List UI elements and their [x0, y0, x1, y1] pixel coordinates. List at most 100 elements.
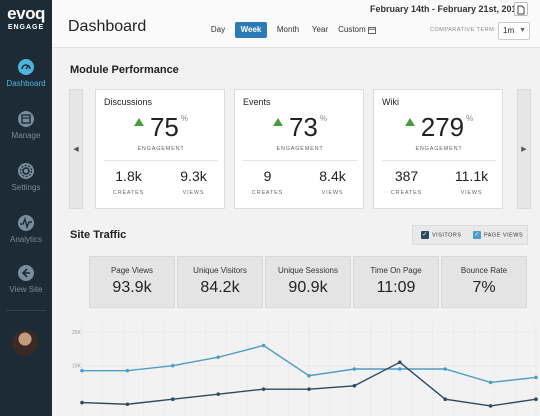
module-card-name: Wiki [382, 97, 399, 107]
creates-label: CREATES [112, 190, 145, 196]
sidebar-item-dashboard[interactable]: Dashboard [0, 58, 52, 108]
checkbox-checked-icon: ✓ [421, 231, 429, 239]
engagement-number: 279 [420, 112, 465, 142]
data-point[interactable] [80, 400, 84, 405]
data-point[interactable] [216, 392, 220, 396]
data-point[interactable] [307, 373, 311, 378]
stat-value: 84.2k [200, 279, 240, 296]
sidebar-item-label: Analytics [9, 235, 42, 244]
module-card-discussions[interactable]: Discussions 75% ENGAGEMENT 1.8k CREATES 9… [95, 89, 225, 209]
data-point[interactable] [80, 368, 84, 373]
sidebar-item-label: Manage [11, 131, 41, 140]
data-point[interactable] [534, 397, 538, 402]
logo[interactable]: evoq ENGAGE [0, 4, 52, 31]
sidebar-item-label: View Site [9, 285, 43, 294]
gear-icon [18, 163, 34, 179]
site-traffic-chart: 25K 15K [72, 322, 538, 416]
legend-label: VISITORS [432, 232, 462, 239]
module-card-name: Discussions [104, 97, 153, 107]
stat-page-views: Page Views 93.9k [89, 256, 175, 308]
tab-month[interactable]: Month [276, 25, 300, 34]
y-tick-label: 25K [72, 330, 82, 336]
brand-sub: ENGAGE [7, 24, 45, 31]
legend-label: PAGE VIEWS [484, 232, 524, 239]
module-card-events[interactable]: Events 73% ENGAGEMENT 9 CREATES 8.4k VIEWS [234, 89, 364, 209]
tab-year[interactable]: Year [311, 25, 329, 34]
data-point[interactable] [125, 402, 130, 407]
date-range[interactable]: February 14th - February 21st, 2017 [370, 4, 522, 14]
site-traffic-title: Site Traffic [70, 229, 127, 241]
sidebar: evoq ENGAGE Dashboard Manage Settings An… [0, 0, 52, 416]
card-divider [104, 160, 218, 161]
creates-stat: 387 CREATES [374, 168, 439, 196]
stat-label: Time On Page [370, 266, 422, 275]
sidebar-item-label: Dashboard [6, 79, 46, 88]
stat-time-on-page: Time On Page 11:09 [353, 256, 439, 308]
sidebar-item-analytics[interactable]: Analytics [0, 214, 52, 264]
engagement-value: 279% [374, 112, 504, 143]
data-point[interactable] [443, 367, 448, 371]
stat-label: Unique Visitors [193, 266, 247, 275]
engagement-unit: % [180, 114, 189, 123]
engagement-number: 73 [288, 112, 318, 142]
sidebar-item-view-site[interactable]: View Site [0, 264, 52, 314]
views-label: VIEWS [460, 190, 483, 196]
avatar[interactable] [12, 330, 38, 356]
data-point[interactable] [398, 367, 402, 371]
y-tick-label: 15K [72, 364, 82, 370]
data-point[interactable] [534, 375, 538, 380]
chevron-right-icon: ▶ [521, 146, 527, 153]
carousel-next-button[interactable]: ▶ [517, 89, 531, 209]
sidebar-item-settings[interactable]: Settings [0, 162, 52, 212]
page-title: Dashboard [68, 18, 147, 35]
legend-visitors[interactable]: ✓ VISITORS [421, 231, 462, 239]
data-point[interactable] [261, 343, 266, 348]
arrow-up-icon [272, 117, 283, 126]
creates-value: 9 [263, 168, 272, 184]
stat-unique-visitors: Unique Visitors 84.2k [177, 256, 263, 308]
data-point[interactable] [216, 355, 220, 360]
engagement-label: ENGAGEMENT [276, 146, 324, 152]
tab-day[interactable]: Day [210, 25, 226, 34]
module-card-name: Events [243, 97, 271, 107]
stat-label: Unique Sessions [277, 266, 339, 275]
data-point[interactable] [307, 387, 311, 391]
views-stat: 8.4k VIEWS [300, 168, 365, 196]
view-site-icon [18, 265, 34, 281]
creates-value: 1.8k [115, 168, 142, 184]
export-button[interactable] [514, 2, 528, 16]
data-point[interactable] [171, 363, 175, 368]
carousel-prev-button[interactable]: ◀ [69, 89, 83, 209]
data-point[interactable] [443, 397, 448, 402]
views-value: 8.4k [319, 168, 346, 184]
main-content: Dashboard February 14th - February 21st,… [52, 0, 540, 416]
engagement-label: ENGAGEMENT [137, 146, 185, 152]
tab-week[interactable]: Week [235, 22, 267, 38]
data-point[interactable] [488, 404, 493, 408]
data-point[interactable] [398, 360, 402, 365]
data-point[interactable] [261, 387, 266, 391]
sidebar-item-manage[interactable]: Manage [0, 110, 52, 160]
legend-page-views[interactable]: ✓ PAGE VIEWS [473, 231, 523, 239]
analytics-icon [18, 215, 34, 231]
engagement-unit: % [319, 114, 328, 123]
engagement-unit: % [466, 114, 474, 123]
data-point[interactable] [352, 383, 357, 388]
checkbox-checked-icon: ✓ [473, 231, 481, 239]
module-card-wiki[interactable]: Wiki 279% ENGAGEMENT 387 CREATES 11.1k VIE… [373, 89, 503, 209]
stat-value: 11:09 [376, 279, 416, 296]
stat-value: 90.9k [288, 279, 328, 296]
data-point[interactable] [171, 397, 175, 402]
data-point[interactable] [352, 367, 357, 371]
brand-name: evoq [7, 4, 45, 23]
tab-custom-label: Custom [338, 25, 366, 34]
creates-stat: 9 CREATES [235, 168, 300, 196]
comparative-term-select[interactable]: 1m ▼ [498, 22, 530, 40]
tab-custom[interactable]: Custom [336, 22, 378, 38]
comparative-term-label: COMPARATIVE TERM: [430, 27, 497, 33]
data-point[interactable] [125, 368, 130, 373]
data-point[interactable] [488, 380, 493, 385]
views-value: 9.3k [180, 168, 207, 184]
manage-icon [18, 111, 34, 127]
calendar-icon [367, 26, 376, 34]
